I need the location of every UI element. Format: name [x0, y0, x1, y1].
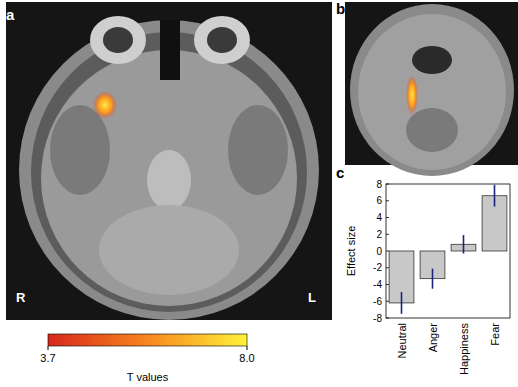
y-tick	[386, 251, 389, 252]
eye	[90, 16, 146, 64]
plot-frame	[386, 184, 510, 318]
error-bar	[494, 185, 496, 207]
coronal-image	[345, 2, 518, 176]
y-tick-label: 8	[376, 179, 382, 190]
x-tick-label: Anger	[427, 323, 439, 353]
brain	[358, 14, 506, 170]
panel-label: c	[336, 164, 344, 181]
temporal	[228, 105, 288, 195]
y-tick-label: -6	[373, 296, 382, 307]
colorbar-tick	[48, 346, 49, 350]
bars	[389, 185, 507, 314]
y-tick-label: 6	[376, 195, 382, 206]
y-tick-label: -2	[373, 262, 382, 273]
axial-image	[6, 2, 332, 320]
colorbar-tick-label: 8.0	[239, 352, 254, 364]
brain	[41, 50, 297, 306]
eye-inner	[103, 27, 133, 53]
eye-inner	[207, 27, 237, 53]
y-tick	[386, 318, 389, 319]
y-tick-label: -4	[373, 279, 382, 290]
orientation-label: R	[16, 290, 26, 305]
skull	[19, 20, 319, 320]
colorbar-tick-label: 3.7	[40, 352, 55, 364]
skull	[350, 4, 514, 176]
orientation-label: L	[308, 290, 316, 305]
y-tick	[386, 284, 389, 285]
error-bar	[432, 269, 434, 289]
nasal	[160, 20, 180, 80]
colorbar-tick	[247, 346, 248, 350]
y-tick	[386, 267, 389, 268]
activation	[406, 75, 418, 115]
eye	[194, 16, 250, 64]
y-axis-label: Effect size	[345, 226, 357, 277]
figure: R La b c 3.7 8.0 T values -8 -6 -4 -2 0 2 4 6 8 Effect s…	[0, 0, 518, 387]
activation	[93, 91, 117, 119]
error-bar	[463, 235, 465, 253]
error-bar	[401, 292, 403, 314]
panel-label: a	[6, 6, 15, 23]
brainstem	[406, 108, 458, 152]
y-tick-label: -8	[373, 313, 382, 324]
x-tick-label: Happiness	[458, 323, 470, 375]
temporal	[50, 105, 110, 195]
canvas: R La b c 3.7 8.0 T values -8 -6 -4 -2 0 2 4 6 8 Effect s…	[0, 0, 518, 387]
y-tick	[386, 217, 389, 218]
y-tick-label: 4	[376, 212, 382, 223]
ventricle	[412, 46, 452, 74]
y-tick	[386, 301, 389, 302]
cerebellum	[99, 205, 239, 295]
y-tick	[386, 200, 389, 201]
brainstem	[147, 150, 191, 210]
y-tick	[386, 234, 389, 235]
y-tick	[386, 184, 389, 185]
image-bg	[6, 2, 332, 320]
colorbar	[48, 334, 247, 346]
x-tick-label: Fear	[489, 323, 501, 346]
x-tick-label: Neutral	[396, 323, 408, 358]
panel-label: b	[336, 0, 345, 17]
y-tick-label: 2	[376, 229, 382, 240]
y-tick-label: 0	[376, 246, 382, 257]
colorbar-title: T values	[127, 371, 169, 383]
